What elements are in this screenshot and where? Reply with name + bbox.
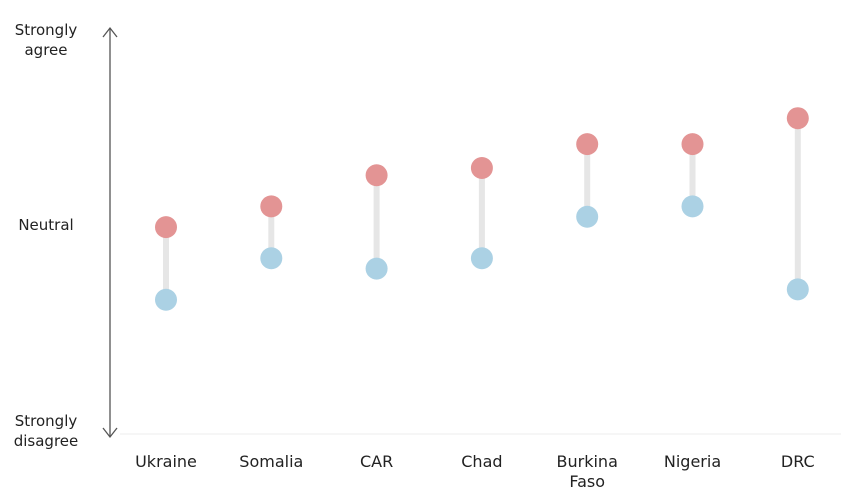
low-point [470,247,493,270]
high-point [155,216,177,239]
dumbbell-ukraine [155,216,177,311]
chart-marks [155,107,809,311]
x-tick-label-line: Burkina [557,452,618,471]
y-axis-label-line: Strongly [15,21,78,39]
y-axis-label-neutral: Neutral [18,216,73,234]
low-point [155,288,177,311]
y-axis: Strongly agree Neutral Strongly disagree [14,21,118,450]
x-axis-labels: Ukraine Somalia CAR Chad Burkina Faso Nigeria D… [135,452,815,491]
high-point [786,107,809,130]
x-tick-label: CAR [360,452,393,471]
x-tick-label: Somalia [239,452,303,471]
x-tick-label: Burkina Faso [557,452,618,491]
dumbbell-drc [786,107,809,301]
y-axis-label-strongly-disagree: Strongly disagree [14,412,79,450]
low-point [681,195,704,218]
x-tick-label-line: CAR [360,452,393,471]
y-axis-arrow-top [102,26,118,38]
dumbbell-nigeria [681,133,704,218]
dumbbell-burkina-faso [576,133,599,228]
x-tick-label: Chad [461,452,502,471]
dumbbell-chad [470,156,493,270]
x-tick-label-line: Somalia [239,452,303,471]
x-tick-label: Ukraine [135,452,197,471]
low-point [260,247,283,270]
x-tick-label: DRC [781,452,815,471]
y-axis-label-line: Strongly [15,412,78,430]
high-point [470,156,493,179]
y-axis-label-line: disagree [14,432,79,450]
low-point [576,205,599,228]
low-point [365,257,388,280]
y-axis-label-line: Neutral [18,216,73,234]
x-tick-label-line: DRC [781,452,815,471]
x-tick-label-line: Nigeria [664,452,721,471]
x-tick-label-line: Ukraine [135,452,197,471]
dumbbell-car [365,164,388,280]
y-axis-arrow-bottom [102,427,118,439]
high-point [681,133,704,156]
y-axis-label-line: agree [24,41,67,59]
x-tick-label-line: Chad [461,452,502,471]
high-point [260,195,283,218]
x-tick-label: Nigeria [664,452,721,471]
low-point [786,278,809,301]
high-point [576,133,599,156]
x-tick-label-line: Faso [569,472,605,491]
y-axis-label-strongly-agree: Strongly agree [15,21,78,59]
dumbbell-somalia [260,195,283,270]
high-point [365,164,388,187]
